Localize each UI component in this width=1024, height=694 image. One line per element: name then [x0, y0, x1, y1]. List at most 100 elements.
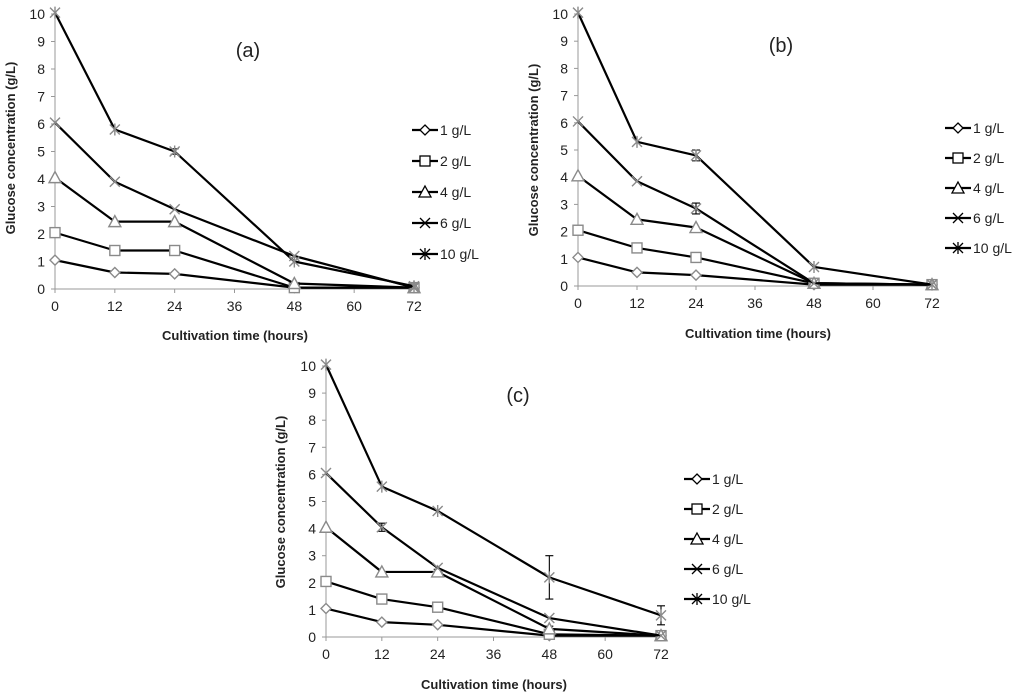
x-tick-label: 60: [597, 646, 613, 662]
data-point: [376, 521, 388, 533]
data-point: [570, 168, 586, 182]
y-tick-label: 10: [300, 358, 316, 374]
y-tick-label: 7: [37, 89, 45, 105]
data-point: [926, 278, 938, 291]
y-tick-label: 6: [560, 115, 568, 131]
y-axis-title: Glucose concentration (g/L): [526, 64, 541, 237]
legend-label: 2 g/L: [973, 150, 1004, 166]
legend-entry: 4 g/L: [945, 180, 1004, 196]
legend-label: 4 g/L: [712, 531, 743, 547]
data-point: [542, 621, 557, 635]
legend-marker: [691, 563, 703, 575]
legend-label: 10 g/L: [712, 591, 751, 607]
data-point: [288, 255, 300, 268]
series-10-g-l: [572, 6, 938, 291]
y-tick-label: 6: [308, 466, 316, 482]
data-point: [543, 571, 555, 584]
data-point: [631, 135, 643, 148]
legend-marker: [950, 180, 966, 194]
series-6-g-l: [572, 115, 938, 291]
legend-marker: [952, 122, 964, 134]
data-point: [169, 145, 181, 158]
y-tick-label: 10: [552, 6, 568, 22]
x-tick-label: 12: [629, 295, 645, 311]
legend-marker: [417, 184, 433, 198]
data-point: [808, 277, 820, 289]
legend-marker: [691, 503, 703, 515]
y-tick-label: 8: [308, 412, 316, 428]
x-tick-label: 36: [486, 646, 502, 662]
legend-label: 4 g/L: [973, 180, 1004, 196]
panel-title: (a): [236, 40, 260, 62]
data-point: [108, 266, 121, 279]
legend-marker: [952, 242, 964, 254]
data-point: [572, 224, 584, 236]
legend-label: 6 g/L: [712, 561, 743, 577]
legend-entry: 10 g/L: [684, 591, 751, 607]
data-point: [168, 267, 181, 280]
y-tick-label: 6: [37, 116, 45, 132]
data-point: [543, 612, 555, 624]
x-tick-label: 24: [167, 298, 183, 314]
data-point: [631, 266, 643, 279]
legend-marker: [419, 248, 431, 260]
x-tick-label: 48: [806, 295, 822, 311]
legend-entry: 1 g/L: [945, 120, 1004, 136]
y-tick-label: 9: [560, 33, 568, 49]
data-point: [49, 6, 61, 19]
data-point: [572, 6, 584, 19]
x-axis-title: Cultivation time (hours): [162, 328, 308, 343]
data-point: [49, 254, 61, 267]
x-tick-label: 72: [653, 646, 669, 662]
y-tick-label: 2: [560, 224, 568, 240]
legend-label: 2 g/L: [440, 153, 471, 169]
series-10-g-l: [320, 358, 667, 626]
panel-title: (b): [769, 35, 793, 57]
x-tick-label: 12: [107, 298, 123, 314]
legend-entry: 2 g/L: [412, 153, 471, 169]
y-tick-label: 7: [308, 439, 316, 455]
data-point: [572, 251, 584, 264]
legend-marker: [689, 531, 705, 545]
legend-marker: [952, 212, 964, 224]
legend-entry: 10 g/L: [945, 240, 1012, 256]
series-2-g-l: [49, 226, 420, 294]
legend-marker: [419, 124, 431, 136]
legend-label: 1 g/L: [440, 122, 471, 138]
data-point: [49, 117, 61, 129]
y-axis-title: Glucose concentration (g/L): [3, 62, 18, 235]
x-tick-label: 60: [865, 295, 881, 311]
data-point: [431, 618, 444, 631]
data-point: [688, 220, 704, 234]
series-6-g-l: [320, 467, 667, 642]
x-tick-label: 0: [574, 295, 582, 311]
y-tick-label: 3: [560, 196, 568, 212]
data-point: [318, 519, 334, 533]
y-tick-label: 4: [308, 521, 316, 537]
data-point: [287, 276, 302, 290]
x-tick-label: 12: [374, 646, 390, 662]
data-point: [109, 244, 121, 257]
x-tick-label: 72: [406, 298, 422, 314]
legend-label: 1 g/L: [712, 471, 743, 487]
legend-entry: 2 g/L: [684, 501, 743, 517]
data-point: [431, 601, 444, 613]
data-point: [109, 176, 121, 188]
y-tick-label: 0: [37, 281, 45, 297]
y-tick-label: 9: [37, 34, 45, 50]
y-tick-label: 0: [560, 278, 568, 294]
legend-entry: 1 g/L: [684, 471, 743, 487]
x-tick-label: 0: [322, 646, 330, 662]
y-tick-label: 10: [29, 6, 45, 22]
legend-entry: 10 g/L: [412, 246, 479, 262]
data-point: [167, 214, 182, 228]
data-point: [376, 480, 388, 493]
y-tick-label: 8: [37, 61, 45, 77]
legend-entry: 6 g/L: [945, 210, 1004, 226]
x-tick-label: 36: [747, 295, 763, 311]
legend-entry: 4 g/L: [412, 184, 471, 200]
data-point: [49, 226, 61, 239]
